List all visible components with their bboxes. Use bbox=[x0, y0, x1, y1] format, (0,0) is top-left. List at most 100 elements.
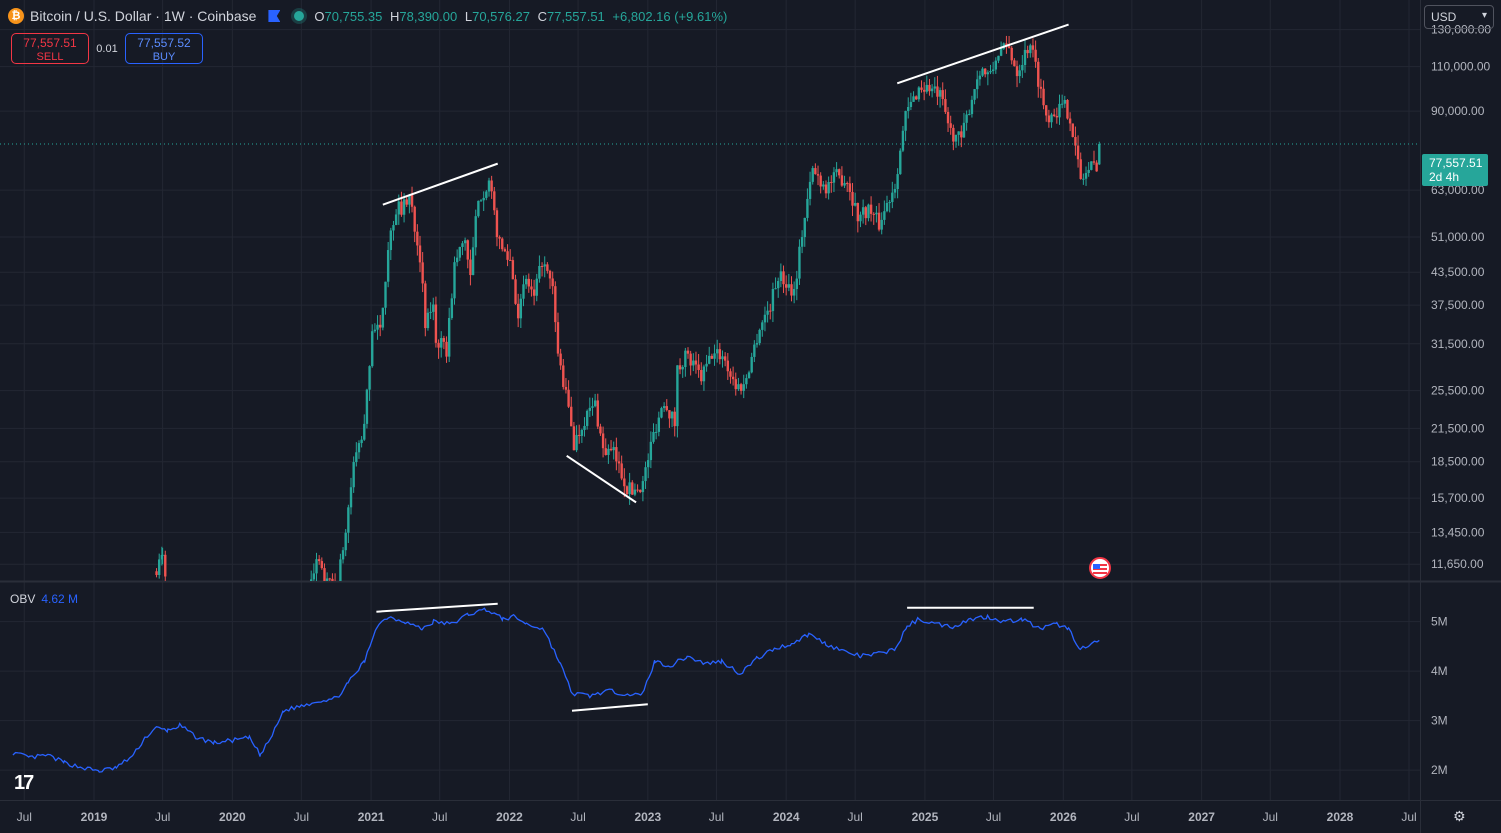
candle-body bbox=[155, 571, 158, 575]
currency-value: USD bbox=[1431, 10, 1457, 24]
candle-body bbox=[721, 356, 724, 360]
sell-button[interactable]: 77,557.51 SELL bbox=[11, 33, 89, 64]
high-value: 78,390.00 bbox=[399, 8, 458, 24]
candle-body bbox=[662, 406, 666, 409]
candle-body bbox=[869, 204, 873, 214]
candle-body bbox=[673, 411, 676, 427]
candle-body bbox=[877, 212, 881, 230]
time-tick-label: 2022 bbox=[496, 810, 523, 824]
candle-body bbox=[936, 86, 939, 97]
flag-icon[interactable] bbox=[268, 10, 281, 22]
candle-body bbox=[349, 487, 353, 508]
candle-body bbox=[548, 270, 552, 279]
candle-body bbox=[832, 172, 836, 183]
candle-body bbox=[824, 184, 828, 194]
time-tick-label: Jul bbox=[986, 810, 1001, 824]
candle-body bbox=[554, 286, 557, 323]
candle-body bbox=[633, 489, 637, 495]
candle-body bbox=[896, 174, 899, 190]
candle-body bbox=[835, 169, 838, 173]
obv-name: OBV bbox=[10, 592, 36, 606]
candle-body bbox=[973, 89, 976, 100]
candle-body bbox=[1050, 114, 1053, 123]
candle-body bbox=[930, 88, 934, 92]
trendline bbox=[566, 454, 637, 504]
last-price-tag: 77,557.51 2d 4h bbox=[1422, 154, 1488, 186]
candle-body bbox=[665, 406, 668, 411]
candle-body bbox=[1063, 99, 1066, 104]
candle-body bbox=[864, 207, 867, 219]
candle-body bbox=[965, 114, 968, 123]
time-tick-label: Jul bbox=[1401, 810, 1416, 824]
trendline bbox=[382, 162, 499, 206]
candle-body bbox=[875, 212, 878, 215]
obv-tick-label: 4M bbox=[1431, 664, 1448, 678]
candle-body bbox=[795, 278, 798, 290]
candle-body bbox=[609, 448, 613, 451]
candle-body bbox=[819, 175, 822, 187]
candle-body bbox=[708, 355, 711, 364]
candle-body bbox=[694, 360, 698, 365]
candle-body bbox=[469, 259, 472, 276]
candle-body bbox=[806, 198, 809, 218]
candle-body bbox=[644, 467, 647, 482]
candle-body bbox=[883, 211, 886, 220]
candle-body bbox=[859, 214, 862, 222]
time-tick-label: Jul bbox=[847, 810, 862, 824]
candle-body bbox=[983, 68, 987, 75]
candle-body bbox=[1018, 70, 1021, 77]
candle-body bbox=[755, 343, 759, 345]
candle-body bbox=[363, 423, 366, 440]
candle-body bbox=[774, 288, 777, 290]
candle-body bbox=[944, 99, 947, 112]
symbol-title[interactable]: Bitcoin / U.S. Dollar · 1W · Coinbase bbox=[30, 8, 257, 24]
candle-body bbox=[389, 230, 393, 251]
tradingview-logo-icon[interactable]: 17 bbox=[14, 772, 34, 794]
candle-body bbox=[357, 443, 361, 453]
candle-body bbox=[527, 278, 530, 287]
candle-body bbox=[991, 69, 995, 71]
candle-body bbox=[360, 439, 363, 444]
candle-body bbox=[830, 182, 833, 184]
candle-body bbox=[392, 225, 395, 231]
candle-body bbox=[503, 249, 507, 252]
candle-body bbox=[684, 350, 687, 368]
candle-body bbox=[692, 360, 695, 366]
candle-body bbox=[962, 122, 966, 138]
candle-body bbox=[402, 199, 406, 215]
candle-body bbox=[410, 194, 414, 207]
candle-body bbox=[811, 168, 814, 182]
candle-body bbox=[604, 448, 607, 455]
candle-body bbox=[700, 370, 703, 382]
candle-body bbox=[641, 481, 645, 493]
candle-body bbox=[596, 400, 599, 427]
candle-body bbox=[723, 356, 727, 361]
buy-button[interactable]: 77,557.52 BUY bbox=[125, 33, 203, 64]
candle-body bbox=[763, 314, 767, 323]
us-flag-icon[interactable] bbox=[1089, 557, 1111, 579]
obv-legend[interactable]: OBV 4.62 M bbox=[10, 592, 78, 606]
candle-body bbox=[394, 214, 398, 226]
bar-countdown: 2d 4h bbox=[1429, 170, 1460, 184]
candle-body bbox=[440, 338, 443, 348]
candle-body bbox=[585, 410, 589, 426]
candle-body bbox=[339, 559, 342, 581]
time-tick-label: Jul bbox=[570, 810, 585, 824]
candle-body bbox=[384, 281, 387, 308]
obv-line bbox=[12, 607, 1100, 773]
candle-body bbox=[535, 278, 538, 296]
chevron-down-icon: ▾ bbox=[1481, 10, 1487, 21]
time-tick-label: Jul bbox=[432, 810, 447, 824]
candle-body bbox=[447, 317, 451, 357]
candle-body bbox=[989, 70, 992, 73]
price-tick-label: 43,500.00 bbox=[1431, 265, 1485, 279]
candle-body bbox=[323, 568, 326, 581]
candle-body bbox=[461, 243, 464, 247]
candle-body bbox=[766, 310, 769, 315]
candle-body bbox=[429, 311, 432, 313]
obv-trendline bbox=[376, 602, 498, 613]
candle-body bbox=[750, 356, 753, 373]
gear-icon[interactable]: ⚙ bbox=[1453, 808, 1466, 824]
currency-select[interactable]: USD ▾ bbox=[1424, 5, 1494, 29]
